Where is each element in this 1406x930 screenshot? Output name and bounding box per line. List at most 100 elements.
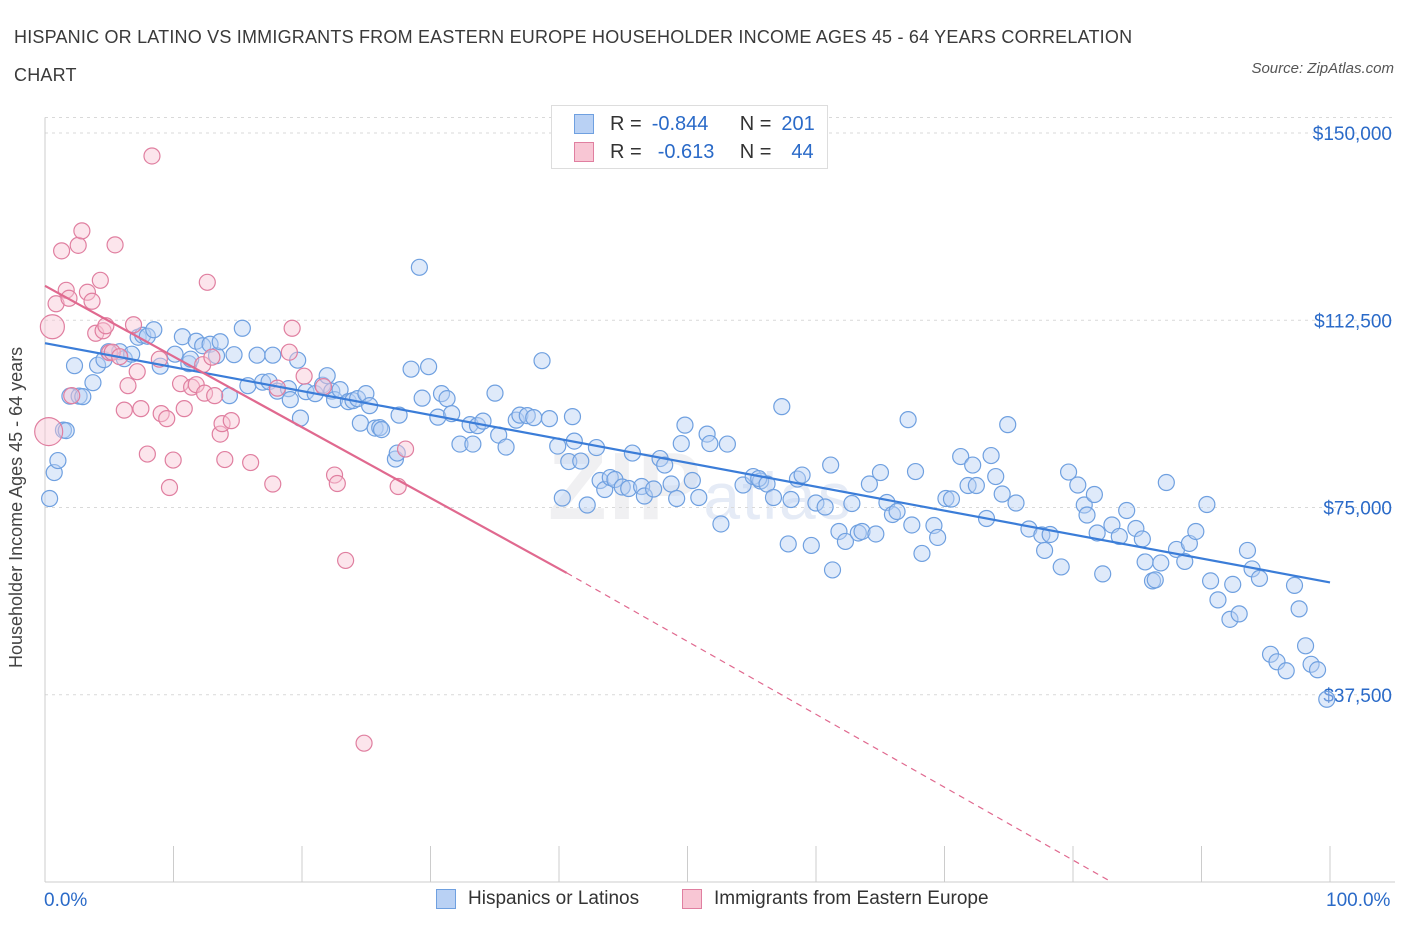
point-hispanic	[1238, 541, 1257, 560]
point-eastern-europe	[143, 147, 161, 165]
point-hispanic	[1157, 473, 1175, 492]
point-hispanic	[929, 528, 947, 547]
point-hispanic	[553, 489, 571, 507]
point-hispanic	[145, 321, 163, 339]
point-hispanic	[967, 476, 985, 495]
point-hispanic	[388, 444, 406, 462]
point-hispanic	[486, 384, 504, 402]
point-hispanic	[1133, 530, 1151, 548]
point-hispanic	[410, 258, 428, 276]
point-hispanic	[41, 489, 59, 508]
trendline-eastern-europe-extension	[566, 572, 1112, 883]
point-hispanic	[764, 488, 783, 507]
point-eastern-europe	[211, 425, 229, 443]
point-hispanic	[668, 489, 686, 508]
y-tick-label: $37,500	[1323, 686, 1392, 707]
r-label: R =	[610, 140, 642, 163]
point-hispanic	[402, 360, 420, 378]
point-eastern-europe	[115, 401, 133, 419]
point-eastern-europe	[34, 417, 64, 447]
n-label: N =	[739, 140, 772, 163]
point-hispanic	[698, 425, 716, 443]
point-eastern-europe	[106, 236, 124, 254]
legend-item-hispanic[interactable]: Hispanics or Latinos	[436, 888, 639, 910]
point-hispanic	[779, 535, 797, 553]
point-hispanic	[782, 490, 800, 509]
point-eastern-europe	[124, 316, 143, 334]
point-hispanic	[903, 516, 921, 534]
point-hispanic	[1085, 485, 1103, 504]
point-hispanic	[1230, 605, 1248, 623]
point-hispanic	[318, 367, 336, 385]
point-hispanic	[511, 406, 529, 424]
point-hispanic	[843, 494, 861, 513]
stats-row-blue: R = -0.844 N = 201	[574, 111, 815, 137]
n-label: N =	[739, 112, 772, 135]
point-eastern-europe	[328, 474, 346, 493]
point-eastern-europe	[175, 400, 193, 418]
point-hispanic	[860, 475, 878, 493]
stats-row-pink: R = -0.613 N = 44	[574, 139, 814, 165]
point-hispanic	[1221, 610, 1239, 628]
point-hispanic	[613, 478, 631, 496]
point-eastern-europe	[47, 295, 65, 313]
point-hispanic	[867, 525, 885, 543]
point-eastern-europe	[83, 292, 101, 310]
x-tick-min: 0.0%	[44, 890, 88, 911]
point-hispanic	[822, 456, 840, 474]
legend-swatch-pink	[682, 889, 702, 909]
chart-title: HISPANIC OR LATINO VS IMMIGRANTS FROM EA…	[14, 27, 1133, 85]
legend-item-eastern-europe[interactable]: Immigrants from Eastern Europe	[682, 888, 989, 910]
point-hispanic	[672, 434, 690, 453]
point-hispanic	[351, 414, 369, 432]
point-hispanic	[1318, 690, 1336, 708]
point-eastern-europe	[280, 343, 298, 361]
point-hispanic	[718, 435, 736, 453]
point-hispanic	[525, 409, 543, 427]
point-hispanic	[853, 522, 871, 541]
point-hispanic	[1127, 519, 1145, 538]
point-hispanic	[313, 376, 332, 394]
point-eastern-europe	[295, 367, 313, 385]
point-hispanic	[1059, 463, 1078, 481]
point-eastern-europe	[91, 271, 109, 289]
point-hispanic	[413, 389, 431, 407]
point-hispanic	[518, 407, 536, 425]
point-hispanic	[1277, 662, 1295, 680]
point-hispanic	[233, 319, 251, 337]
point-eastern-europe	[78, 283, 97, 301]
point-hispanic	[807, 494, 825, 512]
point-hispanic	[871, 463, 890, 482]
point-hispanic	[1224, 575, 1242, 593]
point-hispanic	[773, 398, 791, 416]
point-hispanic	[1088, 524, 1106, 542]
point-eastern-europe	[213, 415, 231, 433]
point-eastern-europe	[158, 410, 176, 428]
point-hispanic	[497, 438, 515, 456]
point-hispanic	[662, 475, 680, 493]
point-hispanic	[1296, 637, 1315, 655]
n-value: 201	[781, 112, 815, 135]
point-eastern-europe	[242, 453, 260, 472]
point-hispanic	[1187, 522, 1205, 541]
trendline-hispanic	[44, 342, 1331, 584]
point-hispanic	[540, 410, 559, 428]
point-hispanic	[952, 447, 970, 466]
point-hispanic	[572, 452, 590, 470]
point-hispanic	[1110, 527, 1128, 546]
point-hispanic	[1201, 572, 1220, 590]
point-hispanic	[1136, 553, 1154, 571]
point-hispanic	[225, 346, 243, 364]
y-tick-label: $150,000	[1313, 124, 1392, 145]
point-hispanic	[999, 416, 1017, 434]
point-hispanic	[620, 479, 638, 498]
point-hispanic	[942, 490, 961, 508]
point-hispanic	[1198, 495, 1216, 514]
r-value: -0.613	[657, 140, 715, 163]
point-eastern-europe	[132, 400, 150, 418]
point-eastern-europe	[314, 378, 333, 396]
point-hispanic	[451, 435, 469, 453]
point-hispanic	[533, 352, 551, 370]
point-eastern-europe	[52, 242, 71, 260]
